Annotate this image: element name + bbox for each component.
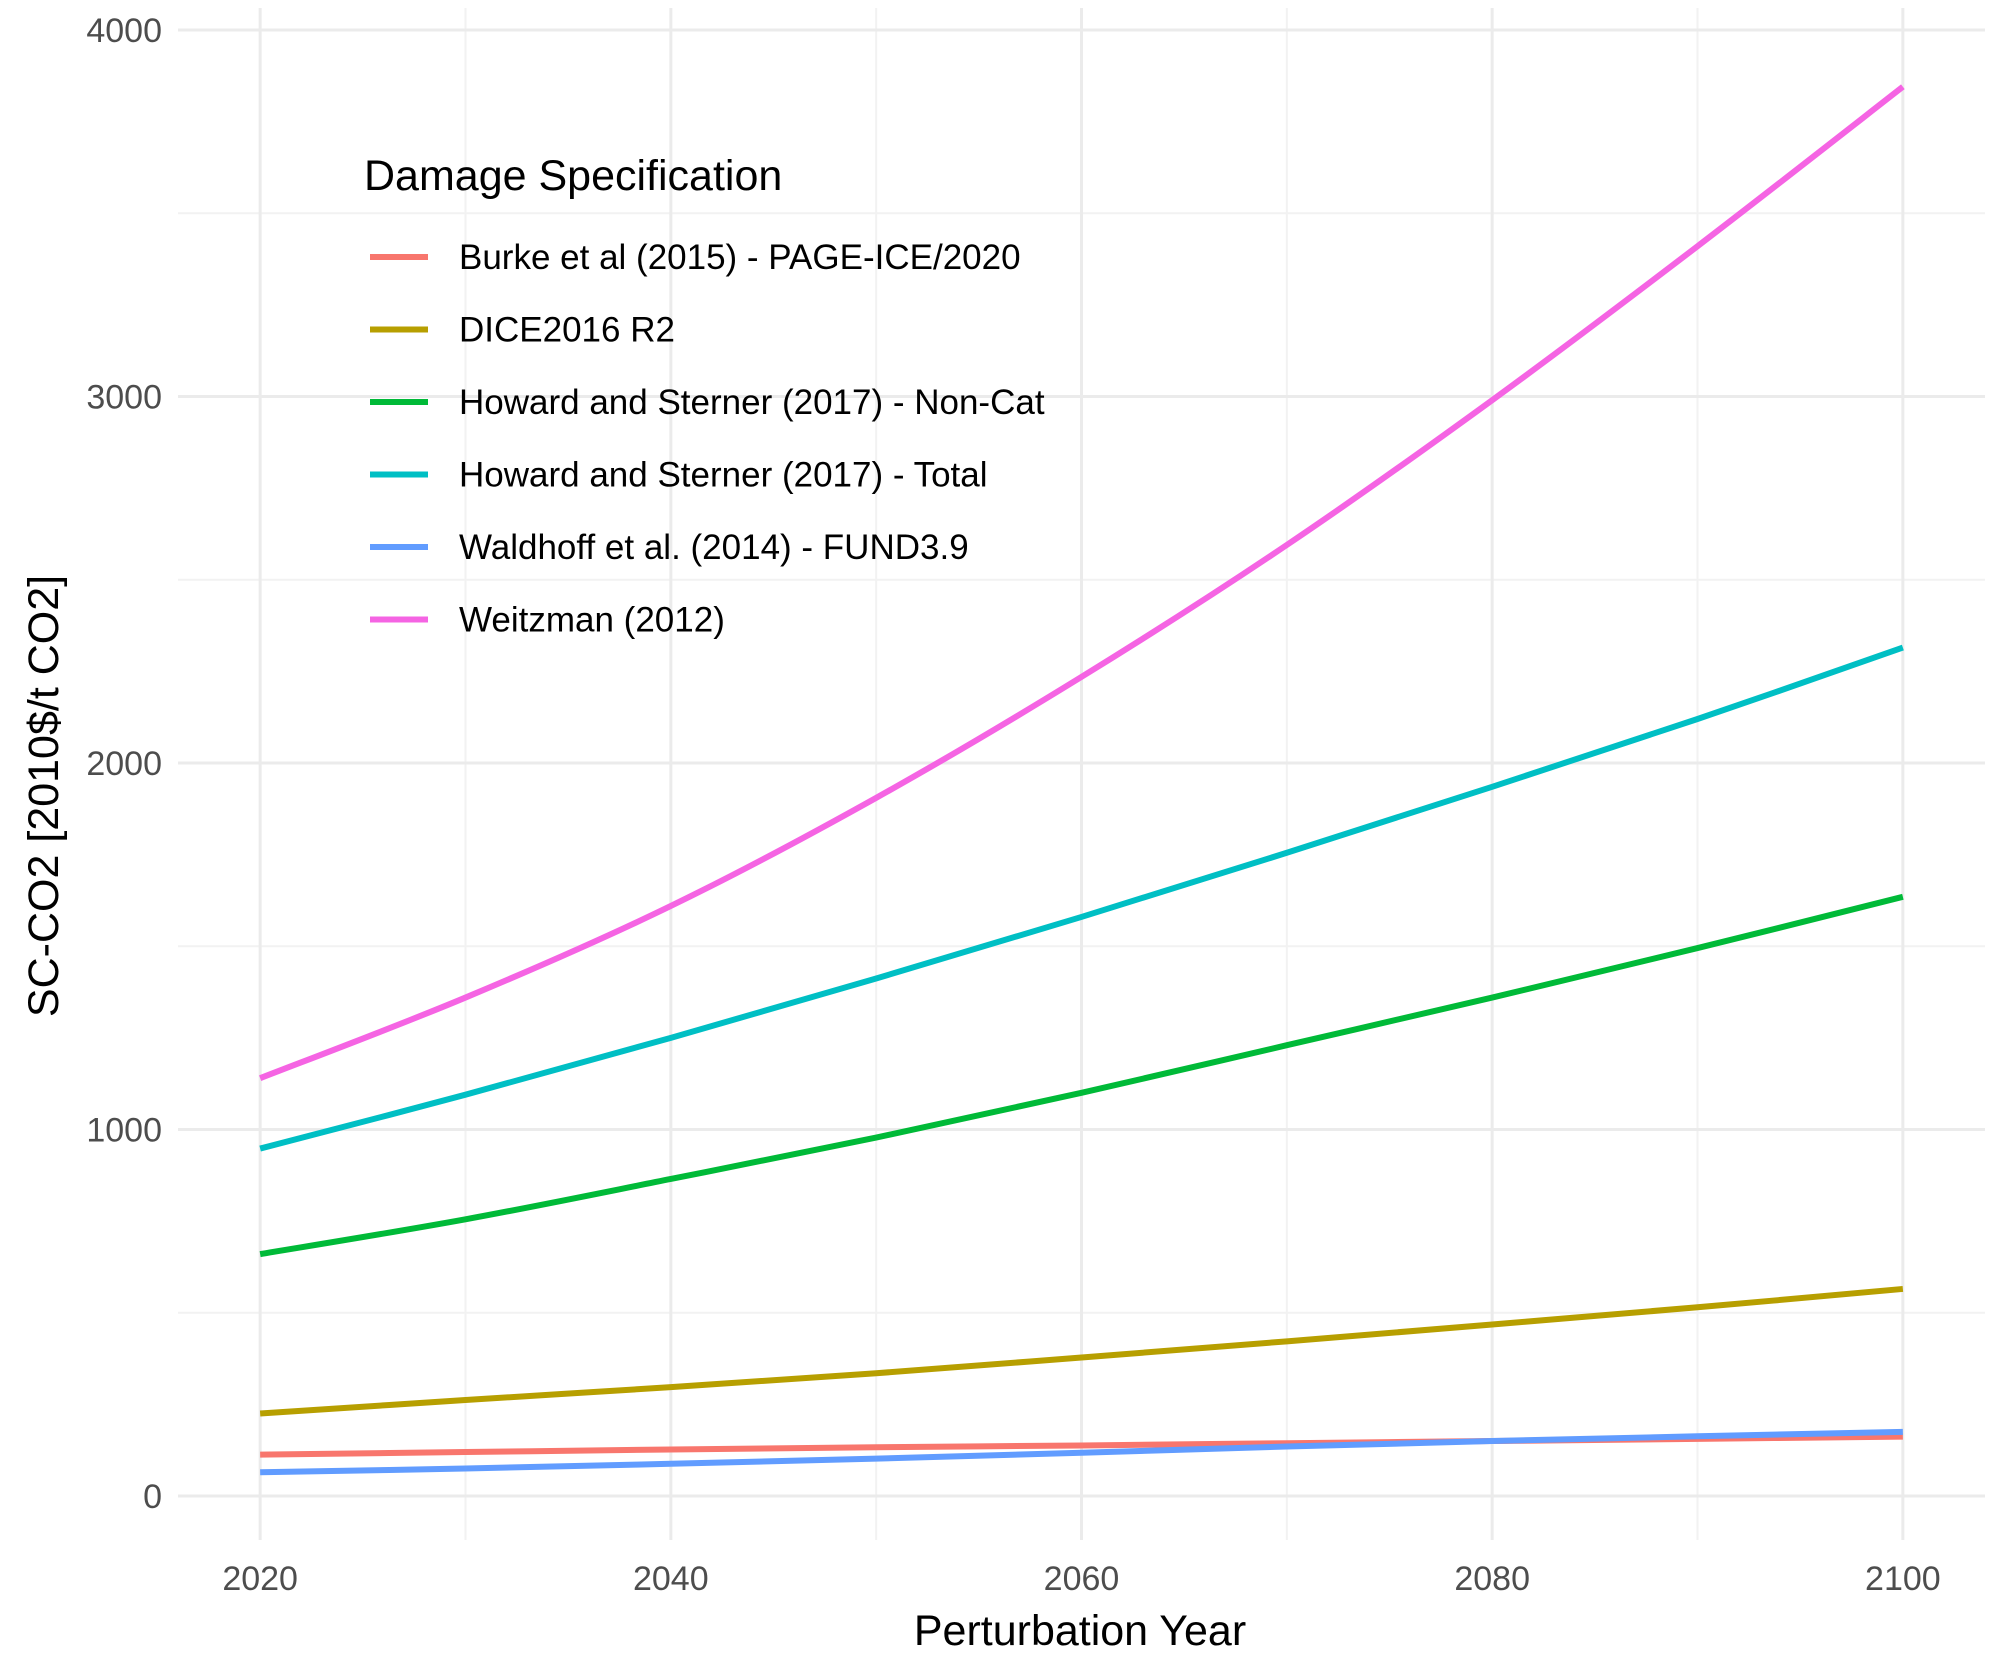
y-axis-title: SC-CO2 [2010$/t CO2] (20, 575, 68, 1017)
x-tick-label: 2100 (1865, 1560, 1941, 1598)
x-tick-label: 2080 (1454, 1560, 1530, 1598)
series-line-4 (259, 644, 1904, 1152)
series-line-6 (259, 84, 1905, 1081)
x-axis-ticks: 2020 2040 2060 2080 2100 (222, 1560, 1940, 1598)
legend-label-2: DICE2016 R2 (459, 311, 675, 350)
major-gridlines (178, 8, 1985, 1540)
y-tick-label: 2000 (86, 745, 162, 783)
y-axis-ticks: 0 1000 2000 3000 4000 (86, 12, 162, 1516)
legend-items: Burke et al (2015) - PAGE-ICE/2020 DICE20… (370, 238, 1045, 640)
series-line-5 (260, 1428, 1903, 1476)
legend-label-6: Weitzman (2012) (459, 601, 725, 640)
y-tick-label: 4000 (86, 12, 162, 50)
y-tick-label: 3000 (86, 378, 162, 416)
legend: Damage Specification Burke et al (2015) … (364, 152, 1045, 640)
x-tick-label: 2060 (1044, 1560, 1120, 1598)
y-tick-label: 0 (143, 1478, 162, 1516)
x-axis-title: Perturbation Year (914, 1607, 1246, 1655)
x-tick-label: 2020 (222, 1560, 298, 1598)
legend-label-5: Waldhoff et al. (2014) - FUND3.9 (459, 528, 969, 567)
legend-label-1: Burke et al (2015) - PAGE-ICE/2020 (459, 238, 1021, 277)
legend-label-3: Howard and Sterner (2017) - Non-Cat (459, 383, 1045, 422)
series-line-3 (259, 893, 1904, 1258)
series-lines (259, 84, 1905, 1476)
legend-title: Damage Specification (364, 152, 782, 200)
legend-label-4: Howard and Sterner (2017) - Total (459, 456, 988, 495)
x-tick-label: 2040 (633, 1560, 709, 1598)
series-line-2 (259, 1285, 1904, 1417)
y-tick-label: 1000 (86, 1112, 162, 1150)
